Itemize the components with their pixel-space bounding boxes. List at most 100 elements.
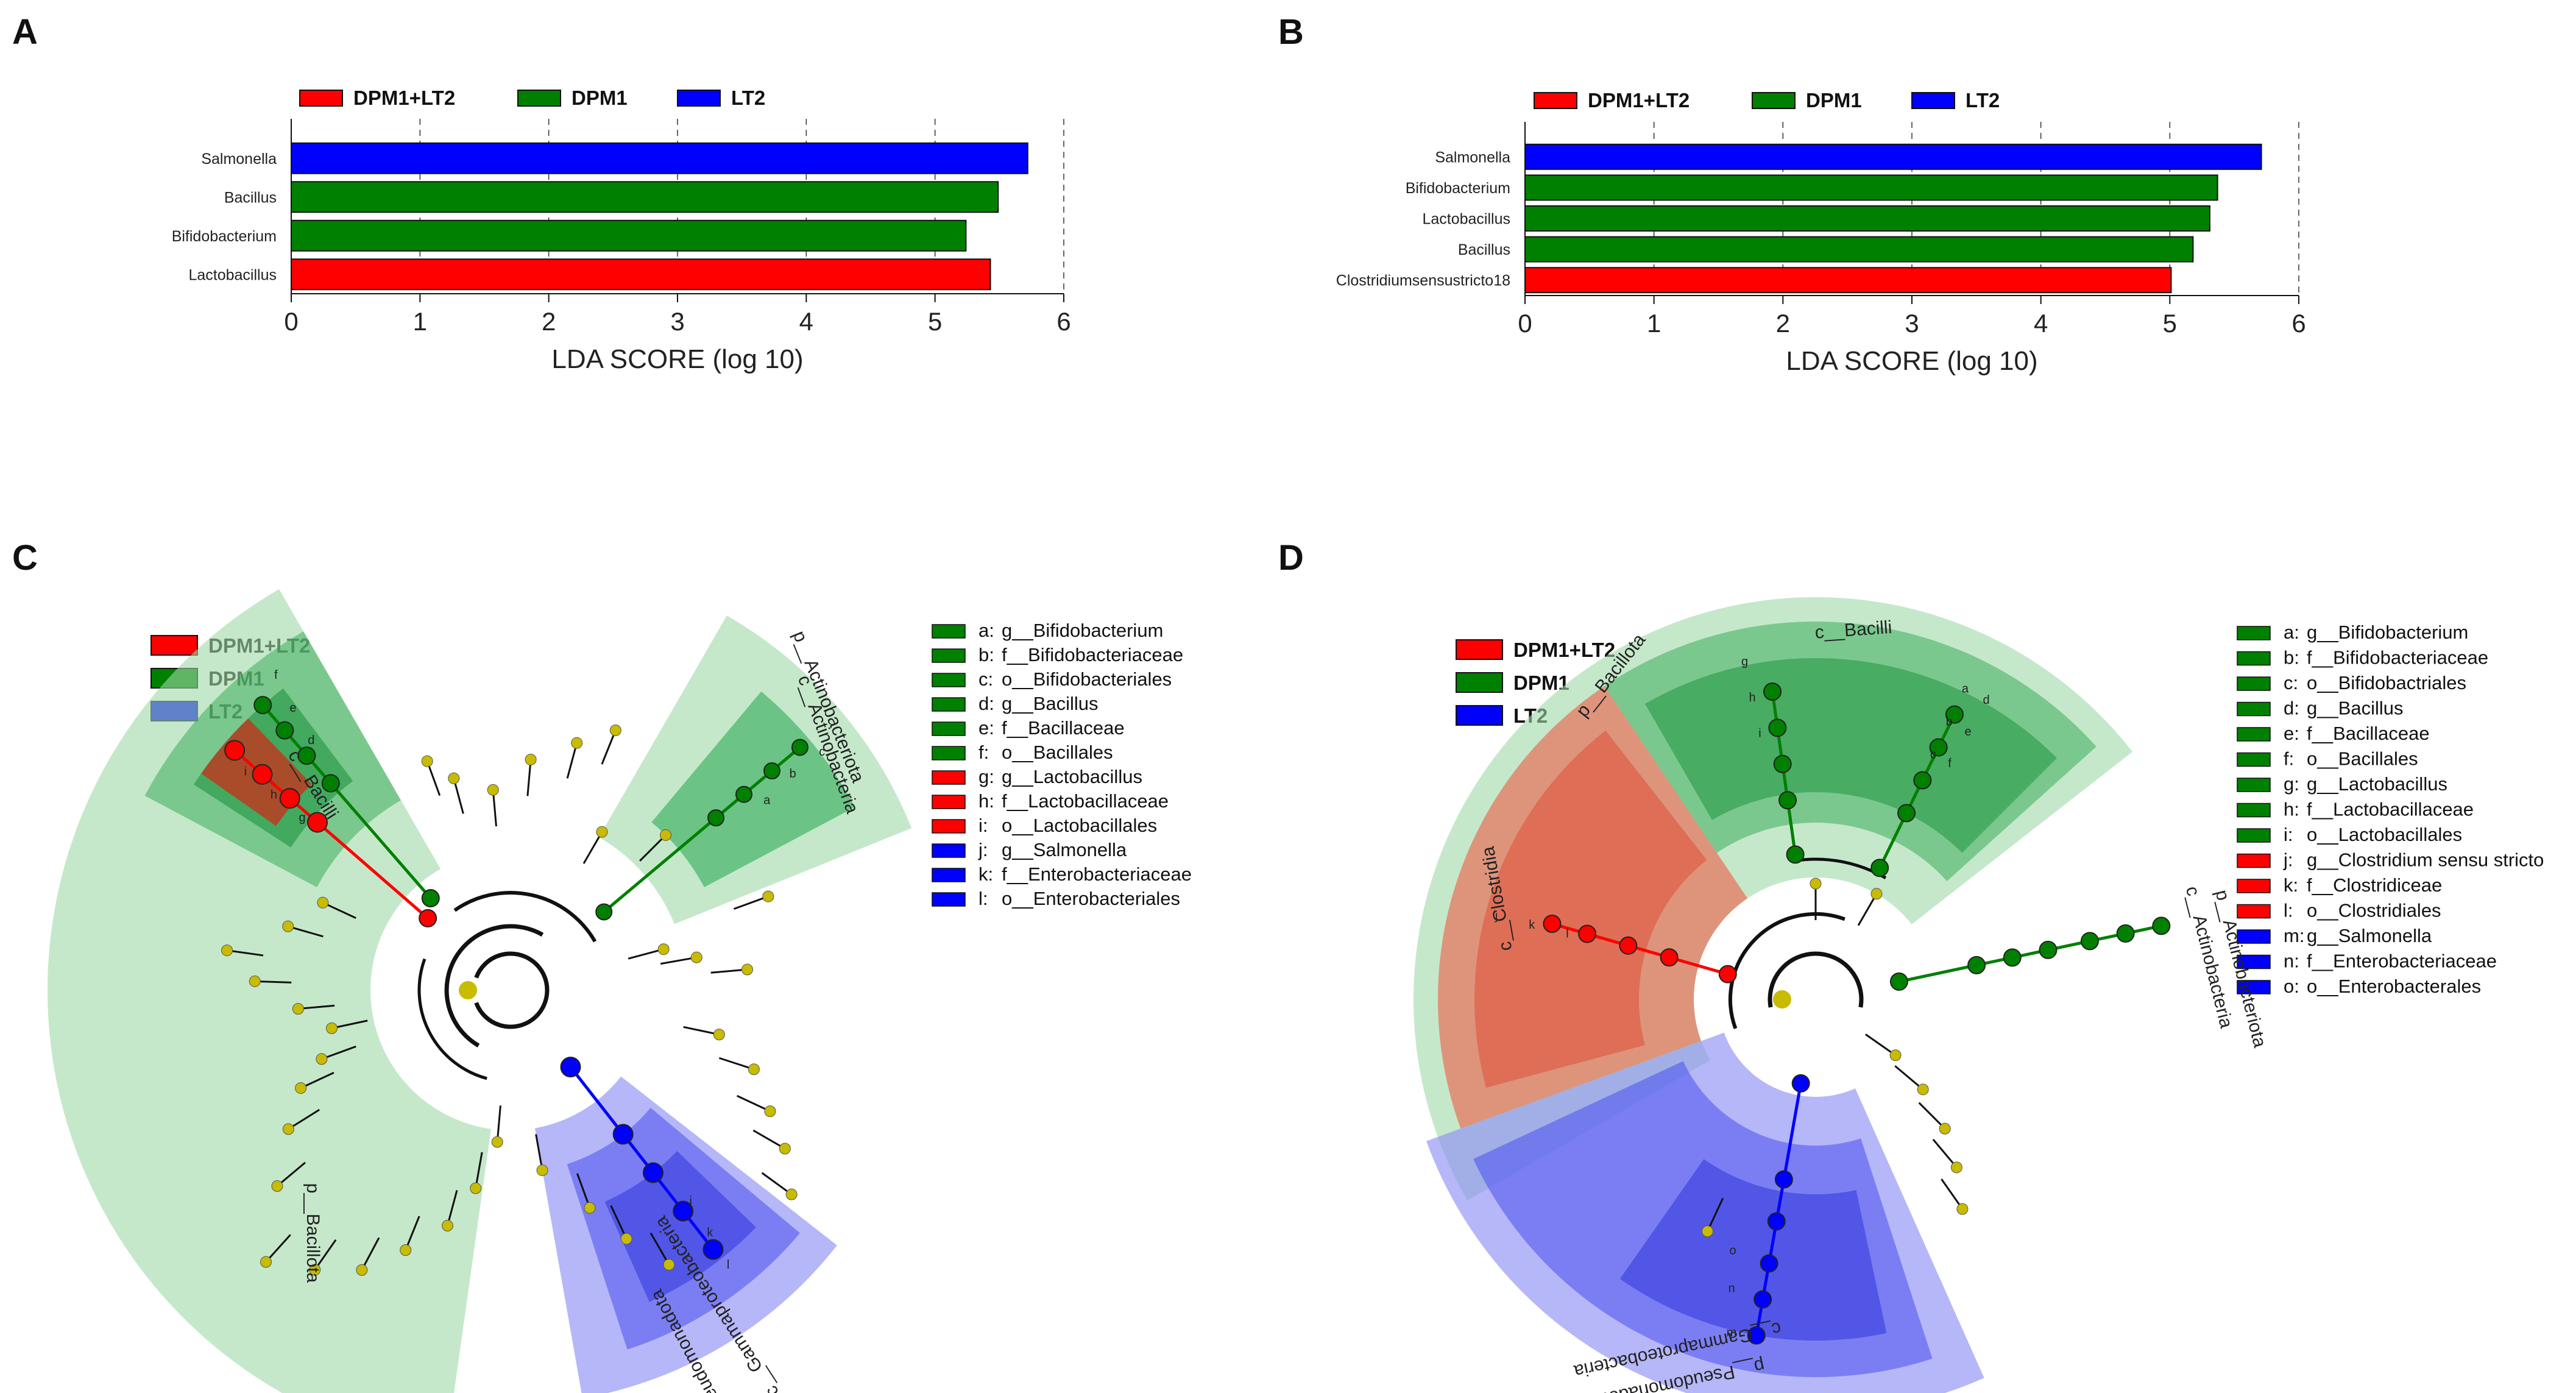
taxa-key-name-d-5: o__Bacillales	[2307, 748, 2418, 770]
bacillus-branch-node-1	[1897, 804, 1916, 823]
legend-swatch-b-0	[1534, 92, 1577, 109]
background-edge-24	[277, 1161, 306, 1187]
node-letter-c-3: d	[308, 734, 314, 747]
salmonella-branch-node-4	[702, 1239, 724, 1260]
taxa-key-code-c-5: f:	[978, 742, 989, 763]
background-node-0	[487, 784, 499, 796]
taxa-key-swatch-c-3	[932, 697, 966, 712]
clostridium-branch-node-0	[1718, 965, 1737, 984]
background-node-4	[448, 772, 460, 784]
clade-label-c-0: p__Bacillota	[303, 1183, 323, 1283]
node-letter-d-7: h	[1749, 691, 1755, 704]
node-letter-d-9: j	[1495, 909, 1498, 923]
background-edge-22	[314, 1239, 337, 1271]
background-edge-34	[535, 1134, 543, 1171]
salmonella-branch-node-1	[612, 1124, 634, 1145]
background-node-2	[1939, 1122, 1951, 1135]
background-node-28	[326, 1022, 338, 1034]
taxa-key-code-d-6: g:	[2284, 773, 2299, 795]
taxa-key-swatch-d-9	[2237, 853, 2271, 868]
taxa-key-name-c-8: o__Lactobacillales	[1002, 815, 1157, 836]
taxa-key-name-d-3: g__Bacillus	[2307, 698, 2404, 719]
legend-label-b-1: DPM1	[1806, 89, 1862, 112]
background-node-1	[525, 753, 537, 765]
taxa-key-name-c-0: g__Bifidobacterium	[1002, 620, 1163, 641]
bar-b-2	[1524, 205, 2210, 232]
taxa-key-name-d-7: f__Lactobacillaceae	[2307, 799, 2474, 820]
bacillus-branch-node-3	[1929, 738, 1948, 757]
taxa-key-swatch-c-2	[932, 673, 966, 687]
bifidobacterium-branch-node-1	[1967, 955, 1986, 974]
background-edge-25	[288, 1108, 320, 1130]
background-edge-3	[1932, 1138, 1958, 1168]
node-letter-c-9: j	[688, 1194, 692, 1208]
taxa-key-swatch-c-6	[932, 770, 966, 785]
background-edge-30	[255, 980, 292, 984]
background-edge-37	[649, 1232, 670, 1266]
background-edge-1	[1894, 1065, 1924, 1090]
node-letter-c-1: b	[790, 767, 796, 781]
node-letter-c-6: g	[299, 811, 305, 824]
x-tick-label-b-3: 3	[1905, 309, 1919, 338]
taxa-key-swatch-c-1	[932, 648, 966, 663]
background-edge-28	[331, 1019, 368, 1029]
background-edge-4	[453, 778, 464, 814]
bifidobacterium-branch-node-2	[735, 785, 753, 803]
background-node-32	[282, 920, 294, 932]
lactobacillus-branch-node-2	[1773, 754, 1792, 773]
node-letter-c-10: k	[707, 1226, 713, 1239]
x-tick-label-b-6: 6	[2291, 309, 2305, 338]
background-node-36	[620, 1233, 632, 1245]
background-node-9	[690, 951, 702, 963]
category-label-b-3: Bacillus	[1458, 241, 1510, 258]
taxa-key-swatch-d-5	[2237, 752, 2271, 767]
bifidobacterium-branch-node-1	[707, 809, 725, 827]
taxa-key-swatch-d-3	[2237, 701, 2271, 717]
background-edge-0	[492, 790, 497, 827]
taxa-key-name-c-2: o__Bifidobacteriales	[1002, 668, 1172, 690]
clade-sector-gammaproteobacteria	[1473, 1061, 1933, 1378]
lactobacillus-branch-node-0	[1786, 845, 1805, 864]
background-edge-11	[733, 895, 769, 910]
background-edge-8	[628, 948, 664, 960]
bifidobacterium-branch-node-5	[2116, 924, 2135, 943]
category-label-a-2: Bifidobacterium	[172, 228, 277, 245]
taxa-key-code-d-1: b:	[2284, 647, 2299, 668]
x-tick-label-a-2: 2	[542, 307, 556, 336]
lactobacillus-branch-edge-1	[316, 821, 429, 920]
bar-b-0	[1524, 143, 2262, 170]
salmonella-branch-node-3	[1760, 1254, 1778, 1273]
salmonella-branch-node-5	[1747, 1326, 1766, 1345]
taxa-key-name-d-0: g__Bifidobacterium	[2307, 622, 2468, 643]
taxa-key-name-c-4: f__Bacillaceae	[1002, 717, 1125, 739]
category-label-b-0: Salmonella	[1435, 149, 1510, 166]
background-edge-18	[475, 1152, 483, 1189]
background-node-6	[1810, 877, 1822, 890]
taxa-key-name-d-14: o__Enterobacterales	[2307, 976, 2481, 997]
background-edge-1	[526, 759, 532, 796]
bar-b-3	[1524, 236, 2194, 263]
node-letter-c-11: l	[727, 1258, 729, 1272]
clostridium-branch-node-4	[1543, 914, 1562, 933]
category-label-a-1: Bacillus	[224, 189, 277, 206]
branch-bacillota	[445, 924, 544, 1047]
x-tick-label-a-1: 1	[413, 307, 427, 336]
x-axis-title-a: LDA SCORE (log 10)	[551, 344, 803, 374]
taxa-key-code-d-14: o:	[2284, 976, 2299, 997]
taxa-key-swatch-c-9	[932, 843, 966, 858]
background-node-25	[282, 1123, 294, 1135]
taxa-key-name-d-6: g__Lactobacillus	[2307, 773, 2447, 795]
taxa-key-name-d-12: g__Salmonella	[2307, 925, 2432, 946]
salmonella-branch-node-3	[673, 1200, 694, 1222]
background-node-3	[609, 724, 621, 736]
background-edge-33	[322, 901, 356, 920]
node-letter-d-13: n	[1729, 1282, 1735, 1296]
bifidobacterium-branch-node-3	[763, 762, 780, 780]
lactobacillus-branch-node-4	[224, 740, 246, 761]
clostridium-branch-node-2	[1619, 936, 1638, 955]
x-tick-label-b-2: 2	[1776, 309, 1790, 338]
bacillus-branch-edge-1	[329, 782, 432, 899]
salmonella-branch-node-0	[1791, 1074, 1810, 1093]
